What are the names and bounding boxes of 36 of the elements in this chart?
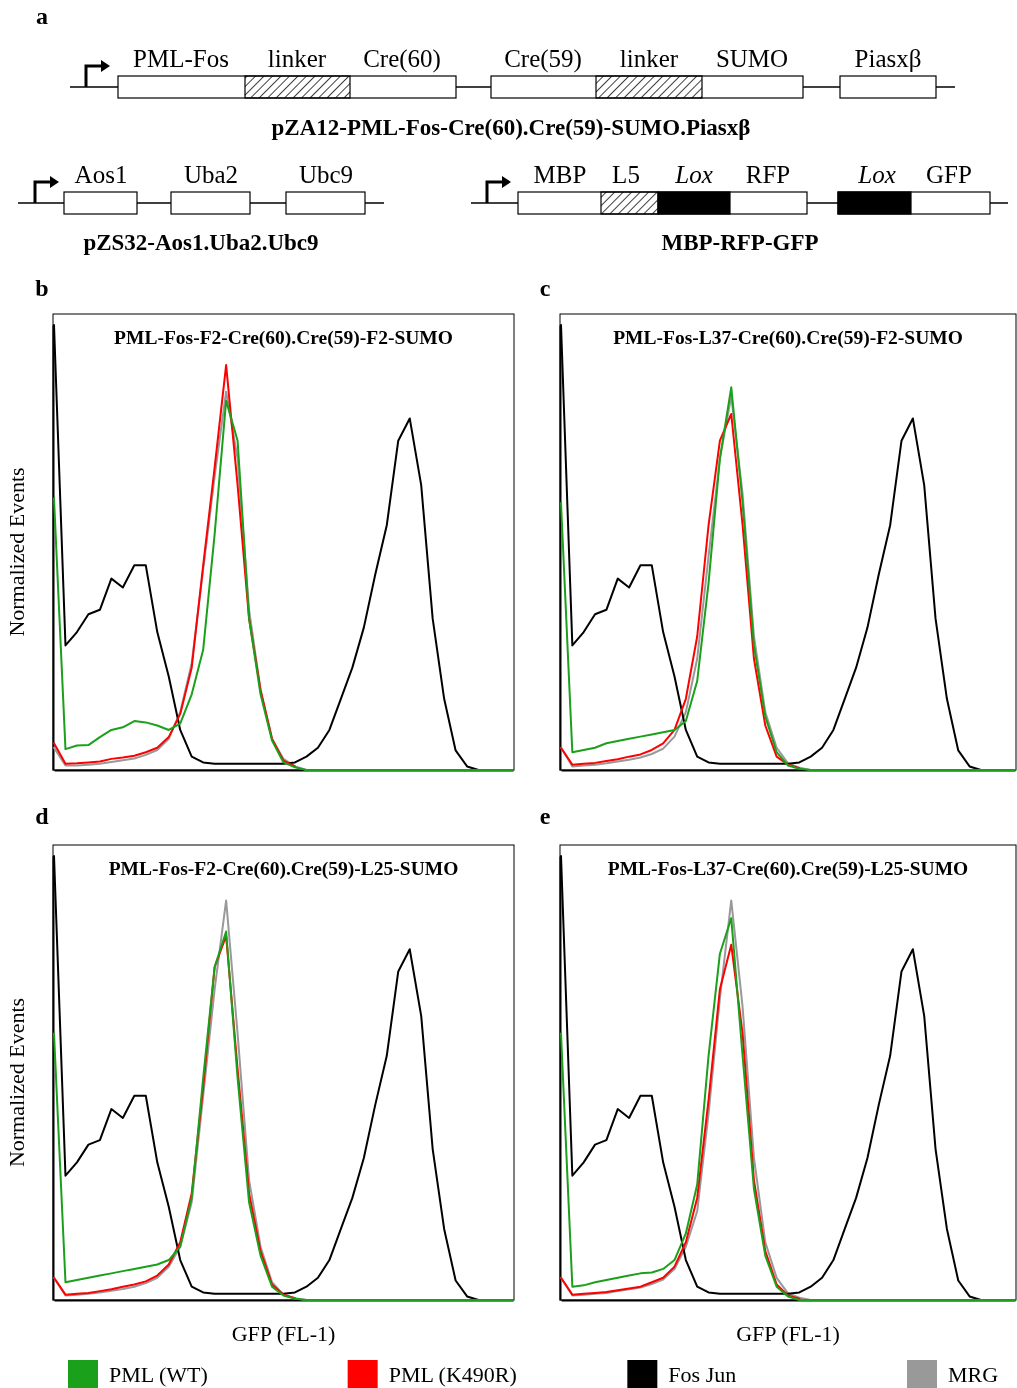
text: Lox	[674, 161, 713, 188]
text: c	[539, 275, 551, 301]
text: Uba2	[183, 161, 239, 188]
text: L5	[612, 161, 640, 188]
x-axis-title: GFP (FL-1)	[231, 1321, 336, 1346]
text: b	[35, 275, 49, 301]
legend-label: Fos Jun	[668, 1362, 737, 1387]
text: MBP	[533, 161, 587, 188]
text: Piasxβ	[854, 45, 922, 72]
text: GFP	[926, 161, 972, 188]
chart-title: PML-Fos-L37-Cre(60).Cre(59)-F2-SUMO	[613, 327, 963, 349]
x-axis-title: GFP (FL-1)	[736, 1321, 840, 1346]
text: pZS32-Aos1.Uba2.Ubc9	[83, 230, 319, 255]
y-axis-title: Normalized Events	[4, 467, 29, 637]
legend-label: MRG	[948, 1362, 999, 1387]
chart-title: PML-Fos-L37-Cre(60).Cre(59)-L25-SUMO	[607, 858, 969, 880]
text: a	[36, 3, 48, 29]
chart-title: PML-Fos-F2-Cre(60).Cre(59)-F2-SUMO	[114, 327, 453, 349]
text: SUMO	[715, 45, 789, 72]
text: e	[539, 803, 551, 829]
text: Cre(60)	[363, 45, 441, 73]
text: RFP	[745, 161, 791, 188]
text: MBP-RFP-GFP	[661, 230, 819, 255]
legend-label: PML (WT)	[109, 1362, 208, 1387]
text: Lox	[857, 161, 896, 188]
chart-title: PML-Fos-F2-Cre(60).Cre(59)-L25-SUMO	[108, 858, 459, 880]
text: Ubc9	[298, 161, 354, 188]
text: Aos1	[74, 161, 128, 188]
y-axis-title: Normalized Events	[4, 997, 29, 1168]
text: d	[35, 803, 50, 829]
text: PML-Fos	[133, 45, 229, 72]
text: linker	[267, 45, 327, 72]
text: pZA12-PML-Fos-Cre(60).Cre(59)-SUMO.Piasxβ	[271, 115, 751, 140]
text: linker	[619, 45, 679, 72]
text: Cre(59)	[504, 45, 582, 73]
legend-label: PML (K490R)	[388, 1362, 517, 1387]
